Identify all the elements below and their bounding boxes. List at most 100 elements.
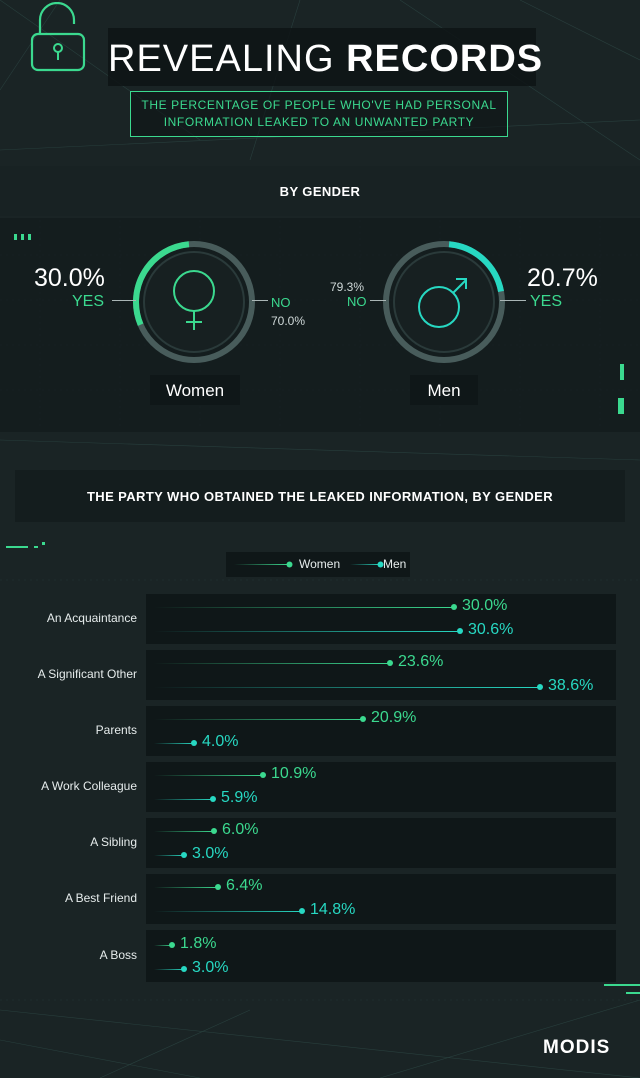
- value-label-men: 5.9%: [221, 789, 258, 806]
- bar-men: [154, 743, 194, 744]
- men-label-box: Men: [410, 375, 478, 405]
- title-box: REVEALING RECORDS: [108, 28, 542, 86]
- bar-men-dot: [210, 796, 216, 802]
- women-yes-arc: [133, 241, 190, 326]
- edge-accent: [604, 984, 640, 986]
- men-yes-arc: [448, 241, 504, 293]
- women-label-box: Women: [150, 375, 240, 405]
- bar-women: [154, 945, 172, 946]
- bar-men: [154, 855, 184, 856]
- value-label-women: 10.9%: [271, 765, 317, 782]
- men-yes-percent: 20.7%: [527, 264, 598, 292]
- value-label-women: 30.0%: [462, 597, 508, 614]
- value-label-women: 1.8%: [180, 935, 217, 952]
- men-donut-ring: [383, 241, 505, 363]
- bar-row-background: [146, 818, 616, 868]
- male-symbol-icon: [418, 286, 460, 328]
- bar-women-dot: [451, 604, 457, 610]
- men-no-percent: 79.3%: [330, 280, 365, 294]
- edge-marker: [618, 398, 624, 414]
- category-label: A Work Colleague: [41, 779, 137, 793]
- category-label: A Boss: [99, 948, 137, 962]
- women-yes-label: YES: [72, 293, 105, 310]
- bar-men-dot: [457, 628, 463, 634]
- women-no-connector: [252, 300, 268, 301]
- bar-row-background: [146, 762, 616, 812]
- party-section-header: THE PARTY WHO OBTAINED THE LEAKED INFORM…: [15, 470, 625, 522]
- bar-men-dot: [181, 852, 187, 858]
- legend-women-dot: [286, 561, 293, 568]
- value-label-men: 3.0%: [192, 959, 229, 976]
- bar-row-background: [146, 594, 616, 644]
- legend-men-line: [350, 564, 380, 565]
- value-label-women: 6.4%: [226, 877, 263, 894]
- women-label: Women: [165, 381, 225, 400]
- bar-men-dot: [299, 908, 305, 914]
- bar-men-dot: [181, 966, 187, 972]
- lock-icon: [30, 2, 86, 72]
- decor-dashes-icon: [6, 542, 45, 548]
- men-yes-connector: [500, 300, 526, 301]
- edge-accent: [626, 992, 640, 994]
- title-light: REVEALING: [108, 38, 335, 80]
- legend-women-line: [234, 564, 289, 565]
- gender-panel: [0, 218, 640, 432]
- bar-women: [154, 719, 363, 720]
- bar-row-background: [146, 930, 616, 982]
- women-no-percent: 70.0%: [271, 314, 306, 328]
- bar-men: [154, 911, 302, 912]
- value-label-men: 4.0%: [202, 733, 239, 750]
- value-label-women: 20.9%: [371, 709, 417, 726]
- gender-section-header: BY GENDER: [0, 166, 640, 216]
- party-section-title: THE PARTY WHO OBTAINED THE LEAKED INFORM…: [86, 489, 554, 504]
- bar-women-dot: [360, 716, 366, 722]
- bar-men: [154, 799, 213, 800]
- men-no-label: NO: [347, 294, 367, 309]
- legend-men-dot: [377, 561, 384, 568]
- value-label-men: 30.6%: [468, 621, 514, 638]
- value-label-men: 3.0%: [192, 845, 229, 862]
- legend-men-label: Men: [383, 557, 407, 571]
- bar-men: [154, 687, 540, 688]
- bar-men: [154, 969, 184, 970]
- edge-marker: [620, 364, 624, 380]
- title-bold: RECORDS: [346, 38, 544, 80]
- subtitle-line-1: THE PERCENTAGE OF PEOPLE WHO'VE HAD PERS…: [141, 98, 497, 112]
- men-label: Men: [427, 381, 461, 400]
- category-label: A Best Friend: [64, 891, 137, 905]
- women-no-label: NO: [271, 295, 291, 310]
- page-title: REVEALING RECORDS: [108, 38, 542, 81]
- bar-men-dot: [191, 740, 197, 746]
- bar-women: [154, 607, 454, 608]
- bar-women: [154, 887, 218, 888]
- category-label: An Acquaintance: [46, 611, 137, 625]
- value-label-men: 38.6%: [548, 677, 594, 694]
- women-donut-inner: [143, 251, 245, 353]
- bar-women-dot: [169, 942, 175, 948]
- tick-marks-icon: [14, 234, 31, 240]
- category-label: A Sibling: [90, 835, 137, 849]
- men-no-connector: [370, 300, 386, 301]
- bar-women-dot: [211, 828, 217, 834]
- bar-women: [154, 663, 390, 664]
- bar-men: [154, 631, 460, 632]
- category-label: Parents: [95, 723, 137, 737]
- women-yes-connector: [112, 300, 136, 301]
- bar-row-background: [146, 650, 616, 700]
- category-label: A Significant Other: [37, 667, 137, 681]
- bar-women-dot: [215, 884, 221, 890]
- male-symbol-arrowhead: [456, 278, 467, 289]
- bar-men-dot: [537, 684, 543, 690]
- men-donut-inner: [393, 251, 495, 353]
- bar-women-dot: [260, 772, 266, 778]
- legend-women-label: Women: [299, 557, 341, 571]
- subtitle-box: THE PERCENTAGE OF PEOPLE WHO'VE HAD PERS…: [130, 91, 508, 137]
- bar-row-background: [146, 874, 616, 924]
- women-yes-percent: 30.0%: [34, 264, 105, 292]
- male-symbol-arrow: [452, 279, 467, 294]
- page-subtitle: THE PERCENTAGE OF PEOPLE WHO'VE HAD PERS…: [135, 97, 503, 131]
- value-label-women: 6.0%: [222, 821, 259, 838]
- subtitle-line-2: INFORMATION LEAKED TO AN UNWANTED PARTY: [163, 115, 475, 129]
- bar-women: [154, 775, 263, 776]
- women-donut-chart: [133, 241, 255, 363]
